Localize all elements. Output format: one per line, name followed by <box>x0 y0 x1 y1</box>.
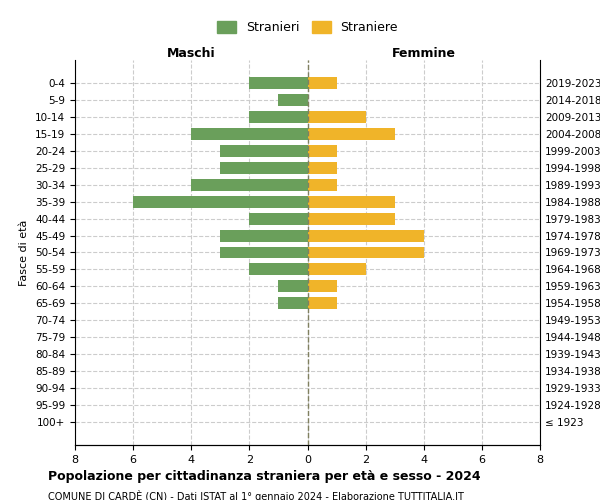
Bar <box>220 230 308 241</box>
Bar <box>250 213 308 224</box>
Bar <box>133 196 308 207</box>
Bar <box>191 128 308 140</box>
Bar <box>308 179 337 191</box>
Text: COMUNE DI CARDÈ (CN) - Dati ISTAT al 1° gennaio 2024 - Elaborazione TUTTITALIA.I: COMUNE DI CARDÈ (CN) - Dati ISTAT al 1° … <box>48 490 464 500</box>
Bar <box>308 230 424 241</box>
Bar <box>308 128 395 140</box>
Bar <box>308 78 337 90</box>
Text: Maschi: Maschi <box>167 47 215 60</box>
Bar <box>220 145 308 157</box>
Bar <box>278 280 308 292</box>
Bar <box>220 246 308 258</box>
Bar <box>308 280 337 292</box>
Bar <box>308 246 424 258</box>
Bar <box>308 213 395 224</box>
Y-axis label: Fasce di età: Fasce di età <box>19 220 29 286</box>
Legend: Stranieri, Straniere: Stranieri, Straniere <box>212 16 403 39</box>
Bar <box>250 112 308 123</box>
Bar <box>220 162 308 174</box>
Bar <box>278 298 308 309</box>
Bar <box>308 145 337 157</box>
Bar <box>250 264 308 276</box>
Bar <box>191 179 308 191</box>
Text: Femmine: Femmine <box>392 47 456 60</box>
Bar <box>308 264 365 276</box>
Bar <box>308 162 337 174</box>
Bar <box>308 196 395 207</box>
Bar <box>278 94 308 106</box>
Text: Popolazione per cittadinanza straniera per età e sesso - 2024: Popolazione per cittadinanza straniera p… <box>48 470 481 483</box>
Bar <box>308 112 365 123</box>
Bar <box>308 298 337 309</box>
Bar <box>250 78 308 90</box>
